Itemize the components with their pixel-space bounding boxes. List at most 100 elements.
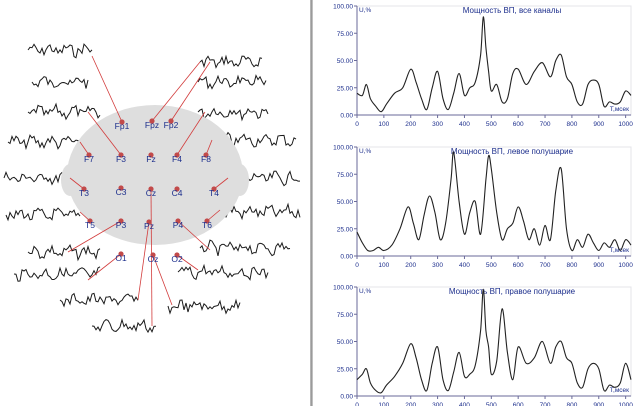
eeg-trace xyxy=(27,244,101,262)
charts-panel: 0.00 25.00 50.00 75.00 100.00 0 100 200 300 400 50… xyxy=(313,0,636,406)
electrode-pz[interactable]: Pz xyxy=(144,219,154,231)
electrode-c3[interactable]: C3 xyxy=(116,185,127,197)
x-tick-label: 400 xyxy=(459,402,470,406)
electrode-dot[interactable] xyxy=(174,252,180,258)
electrode-dot[interactable] xyxy=(175,218,181,224)
series-line xyxy=(356,288,632,394)
electrode-dot[interactable] xyxy=(118,152,124,158)
electrode-cz[interactable]: Cz xyxy=(146,186,156,198)
electrode-f3[interactable]: F3 xyxy=(116,152,126,164)
chart-title: Мощность ВП, левое полушарие xyxy=(451,147,574,156)
electrode-dot[interactable] xyxy=(146,219,152,225)
eeg-trace xyxy=(199,239,291,257)
electrode-p4[interactable]: P4 xyxy=(173,218,184,230)
eeg-trace xyxy=(5,207,81,222)
electrode-dot[interactable] xyxy=(174,186,180,192)
y-tick-label: 0.00 xyxy=(340,254,353,261)
electrode-fz[interactable]: Fz xyxy=(146,152,156,164)
electrode-t3[interactable]: T3 xyxy=(79,186,89,198)
connector-line xyxy=(213,177,229,190)
electrode-label: F4 xyxy=(172,154,182,164)
connector-line xyxy=(87,253,122,281)
electrode-f7[interactable]: F7 xyxy=(84,152,94,164)
x-tick-label: 300 xyxy=(432,121,443,128)
electrode-fpz[interactable]: Fpz xyxy=(145,118,159,130)
panel-splitter[interactable] xyxy=(310,0,313,406)
electrode-dot[interactable] xyxy=(81,186,87,192)
x-tick-label: 200 xyxy=(405,402,416,406)
electrode-dot[interactable] xyxy=(168,118,174,124)
x-tick-label: 600 xyxy=(513,402,524,406)
connector-line xyxy=(152,254,173,306)
x-tick-label: 900 xyxy=(593,262,604,269)
electrode-label: Fpz xyxy=(145,120,159,130)
eeg-trace xyxy=(217,202,301,221)
y-tick-label: 100.00 xyxy=(333,145,353,152)
electrode-dot[interactable] xyxy=(148,152,154,158)
y-axis-label: U,% xyxy=(359,148,372,155)
electrode-dot[interactable] xyxy=(204,218,210,224)
electrode-dot[interactable] xyxy=(118,185,124,191)
scalp-map: Fp1 Fpz Fp2 F7 F3 Fz F4 F8 T3 C3 Cz C4 T4 T5 P3 Pz P4 T6 O… xyxy=(3,43,301,334)
electrode-t4[interactable]: T4 xyxy=(209,186,219,198)
electrode-dot[interactable] xyxy=(174,152,180,158)
connector-line xyxy=(176,254,199,271)
connector-line xyxy=(79,141,90,156)
electrode-label: P4 xyxy=(173,220,184,230)
x-axis-label: T,мсек xyxy=(610,387,629,394)
connector-line xyxy=(69,177,85,190)
electrode-oz[interactable]: Oz xyxy=(148,252,159,264)
electrode-fp1[interactable]: Fp1 xyxy=(115,119,130,131)
electrode-dot[interactable] xyxy=(148,186,154,192)
electrode-dot[interactable] xyxy=(119,119,125,125)
x-tick-label: 500 xyxy=(486,262,497,269)
x-tick-label: 600 xyxy=(513,121,524,128)
connector-line xyxy=(176,111,206,156)
eeg-trace xyxy=(167,298,241,315)
electrode-t6[interactable]: T6 xyxy=(202,218,212,230)
electrode-connectors xyxy=(67,55,229,327)
electrode-o2[interactable]: O2 xyxy=(171,252,183,264)
y-tick-label: 25.00 xyxy=(337,85,354,92)
electrode-dot[interactable] xyxy=(118,218,124,224)
chart-left-hemisphere: 0.00 25.00 50.00 75.00 100.00 0 100 200 300 400 50… xyxy=(333,145,633,270)
y-tick-label: 25.00 xyxy=(337,226,354,233)
electrode-c4[interactable]: C4 xyxy=(172,186,183,198)
electrode-dot[interactable] xyxy=(118,251,124,257)
eeg-trace xyxy=(59,292,139,308)
electrode-dot[interactable] xyxy=(149,118,155,124)
electrode-label: F3 xyxy=(116,154,126,164)
electrode-dot[interactable] xyxy=(150,252,156,258)
plot-area xyxy=(356,286,632,397)
electrode-dot[interactable] xyxy=(203,152,209,158)
x-axis-label: T,мсек xyxy=(610,106,629,113)
series-line xyxy=(356,151,632,252)
x-tick-label: 800 xyxy=(566,262,577,269)
plot-area xyxy=(356,5,632,116)
electrode-dot[interactable] xyxy=(87,218,93,224)
electrode-f4[interactable]: F4 xyxy=(172,152,182,164)
y-tick-label: 75.00 xyxy=(337,312,354,319)
electrode-label: Fp1 xyxy=(115,121,130,131)
y-tick-label: 0.00 xyxy=(340,394,353,401)
electrode-t5[interactable]: T5 xyxy=(85,218,95,230)
electrode-label: T5 xyxy=(85,220,95,230)
electrode-fp2[interactable]: Fp2 xyxy=(164,118,179,130)
y-tick-label: 50.00 xyxy=(337,339,354,346)
electrode-o1[interactable]: O1 xyxy=(115,251,127,263)
chart-right-hemisphere: 0.00 25.00 50.00 75.00 100.00 0 100 200 300 400 50… xyxy=(333,285,633,406)
x-tick-label: 1000 xyxy=(618,121,633,128)
eeg-panel: Fp1 Fpz Fp2 F7 F3 Fz F4 F8 T3 C3 Cz C4 T4 T5 P3 Pz P4 T6 O… xyxy=(0,0,310,406)
x-tick-label: 300 xyxy=(432,262,443,269)
electrode-dot[interactable] xyxy=(86,152,92,158)
electrode-dot[interactable] xyxy=(211,186,217,192)
connector-line xyxy=(137,221,150,301)
x-tick-label: 1000 xyxy=(618,402,633,406)
eeg-trace xyxy=(177,263,269,281)
electrode-label: Fz xyxy=(146,154,155,164)
left-ear-shape xyxy=(61,164,79,196)
electrode-f8[interactable]: F8 xyxy=(201,152,211,164)
electrode-p3[interactable]: P3 xyxy=(116,218,127,230)
eeg-trace xyxy=(197,107,269,122)
right-ear-shape xyxy=(231,164,249,196)
